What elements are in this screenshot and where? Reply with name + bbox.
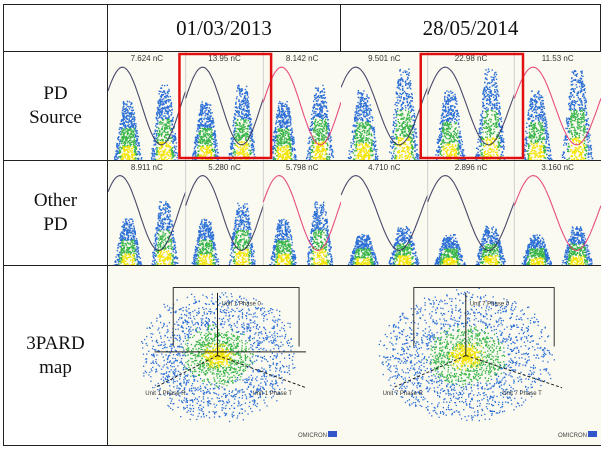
omicron-logo: OMICRON [558, 433, 587, 439]
phase-label: Unit 7 Phase 0 [470, 301, 510, 307]
row-label-pd-source: PD Source [3, 51, 108, 161]
pd-cluster [434, 233, 466, 265]
row-label-other-pd: Other PD [3, 160, 108, 266]
pd-cloud [141, 292, 296, 423]
phase-label: Unit 1 Phase R [145, 391, 186, 397]
phase-sine-line [427, 175, 515, 251]
axis-phase-t [217, 355, 307, 389]
phase-sine-line [185, 175, 264, 251]
phase-sine-line [108, 175, 187, 251]
pd-cluster [305, 84, 335, 160]
3pard-map-2014: Unit 7 Phase 0 Unit 7 Phase R Unit 7 Phase… [340, 265, 601, 446]
axis-phase-r [154, 355, 218, 389]
pd-cluster [388, 68, 420, 160]
prpd-other-pd-2014: 4.710 nC 2.896 nC 3.160 nC [340, 160, 601, 266]
charge-label: 4.710 nC [368, 163, 401, 172]
pd-cluster [270, 100, 298, 160]
pd-cluster [269, 218, 297, 265]
pd-cluster [151, 201, 179, 265]
plot-background [108, 52, 341, 160]
pd-cluster [113, 218, 143, 265]
phase-sine-line [108, 66, 187, 146]
phase-sine-line [341, 175, 429, 251]
pd-cluster [561, 69, 594, 160]
phase-sine-line [513, 175, 601, 251]
plot-background [341, 161, 601, 265]
phase-sine-line [427, 66, 515, 146]
charge-label: 5.798 nC [286, 163, 319, 172]
phase-sine-line [185, 66, 264, 146]
row-label-3pard-map: 3PARD map [3, 265, 108, 446]
phase-label: Unit 1 Phase T [252, 391, 292, 397]
pd-cluster [306, 201, 334, 265]
logo-flag [328, 431, 337, 437]
pd-cluster [388, 225, 420, 265]
logo-flag [588, 431, 597, 437]
plot-background [341, 52, 601, 160]
charge-label: 13.95 nC [208, 54, 241, 63]
charge-label: 5.280 nC [208, 163, 241, 172]
phase-sine-line [513, 66, 601, 146]
pd-cluster [561, 226, 593, 265]
plot-background [108, 161, 341, 265]
header-row: 01/03/2013 28/05/2014 [3, 4, 601, 52]
3pard-map-2013: Unit 1 Phase 0 Unit 1 Phase R Unit 1 Phase… [107, 265, 341, 446]
charge-label: 8.142 nC [286, 54, 319, 63]
charge-label: 22.98 nC [455, 54, 488, 63]
phase-label: Unit 1 Phase 0 [222, 301, 262, 307]
pd-cluster [475, 225, 506, 265]
charge-label: 9.501 nC [368, 54, 401, 63]
phase-label: Unit 7 Phase T [502, 391, 542, 397]
row-other-pd: Other PD 8.911 nC 5.280 nC 5.798 nC 4.710 … [3, 160, 601, 266]
col-header-2014: 28/05/2014 [340, 4, 601, 52]
omicron-logo: OMICRON [298, 433, 327, 439]
charge-label: 11.53 nC [542, 54, 574, 63]
pd-cluster [150, 84, 179, 160]
highlight-box [419, 52, 525, 160]
prpd-pd-source-2013: 7.624 nC 13.95 nC 8.142 nC [107, 51, 341, 161]
row-3pard-map: 3PARD map Unit 1 Phase 0 Unit 1 Phase R Un… [3, 265, 601, 446]
phase-label: Unit 7 Phase R [383, 391, 424, 397]
charge-label: 2.896 nC [455, 163, 488, 172]
pd-cluster [191, 218, 220, 265]
pd-cluster [228, 202, 256, 265]
pd-cluster [114, 100, 143, 160]
pd-cluster [520, 90, 553, 160]
prpd-other-pd-2013: 8.911 nC 5.280 nC 5.798 nC [107, 160, 341, 266]
pd-cluster [520, 234, 553, 265]
phase-sine-line [262, 175, 341, 251]
pd-cloud [378, 287, 555, 422]
phase-sine-line [341, 66, 429, 146]
map-bracket [413, 286, 555, 347]
map-bracket [172, 286, 300, 347]
charge-label: 8.911 nC [131, 163, 163, 172]
axis-phase-r [392, 355, 467, 389]
pd-cluster [228, 84, 256, 160]
charge-label: 7.624 nC [131, 54, 164, 63]
row-pd-source: PD Source 7.624 nC 13.95 nC 8.142 nC 9.501… [3, 51, 601, 161]
highlight-box [178, 52, 273, 160]
col-header-2013: 01/03/2013 [107, 4, 341, 52]
comparison-table: 01/03/2013 28/05/2014 PD Source 7.624 nC… [3, 4, 601, 446]
prpd-pd-source-2014: 9.501 nC 22.98 nC 11.53 nC [340, 51, 601, 161]
pd-cluster [347, 90, 379, 160]
axis-phase-t [465, 355, 563, 389]
charge-label: 3.160 nC [541, 163, 574, 172]
corner-cell [3, 4, 108, 52]
pd-cluster [347, 233, 379, 265]
phase-sine-line [262, 66, 341, 146]
